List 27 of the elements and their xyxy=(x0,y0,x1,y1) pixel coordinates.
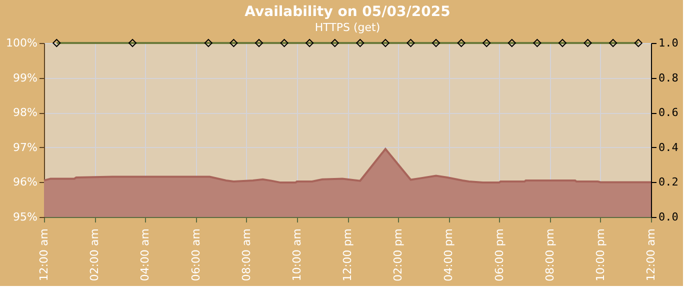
x-tick-label: 08:00 am xyxy=(240,228,253,282)
x-tick-label: 02:00 pm xyxy=(392,228,405,282)
x-tick-label: 12:00 am xyxy=(38,228,50,282)
x-tick-label: 12:00 am xyxy=(644,228,658,282)
x-tick-label: 12:00 pm xyxy=(341,228,354,282)
y2-tick-label: 0.4 xyxy=(658,140,679,154)
y-tick-label: 96% xyxy=(13,176,38,189)
y2-tick-label: 0.8 xyxy=(658,71,678,84)
y2-tick-label: 0.2 xyxy=(658,176,678,189)
x-tick-label: 04:00 pm xyxy=(442,228,456,282)
y-tick-label: 98% xyxy=(13,106,38,120)
x-tick-label: 10:00 am xyxy=(290,228,304,282)
x-tick-label: 04:00 am xyxy=(138,228,152,282)
y-tick-label: 95% xyxy=(13,210,38,224)
y2-tick-label: 0.0 xyxy=(658,210,678,224)
y2-tick-label: 1.0 xyxy=(658,36,678,50)
chart-title: Availability on 05/03/2025 xyxy=(244,4,450,20)
y-tick-label: 100% xyxy=(6,36,38,50)
x-tick-label: 06:00 pm xyxy=(492,228,506,282)
x-tick-label: 10:00 pm xyxy=(594,228,607,282)
text: HTTPS (get) xyxy=(314,21,380,34)
x-tick-label: 08:00 pm xyxy=(543,228,556,282)
y-tick-label: 99% xyxy=(13,71,38,84)
y2-tick-label: 0.6 xyxy=(658,106,678,120)
x-tick-label: 06:00 am xyxy=(189,228,202,282)
x-tick-label: 02:00 am xyxy=(88,228,102,282)
y-tick-label: 97% xyxy=(13,140,38,154)
